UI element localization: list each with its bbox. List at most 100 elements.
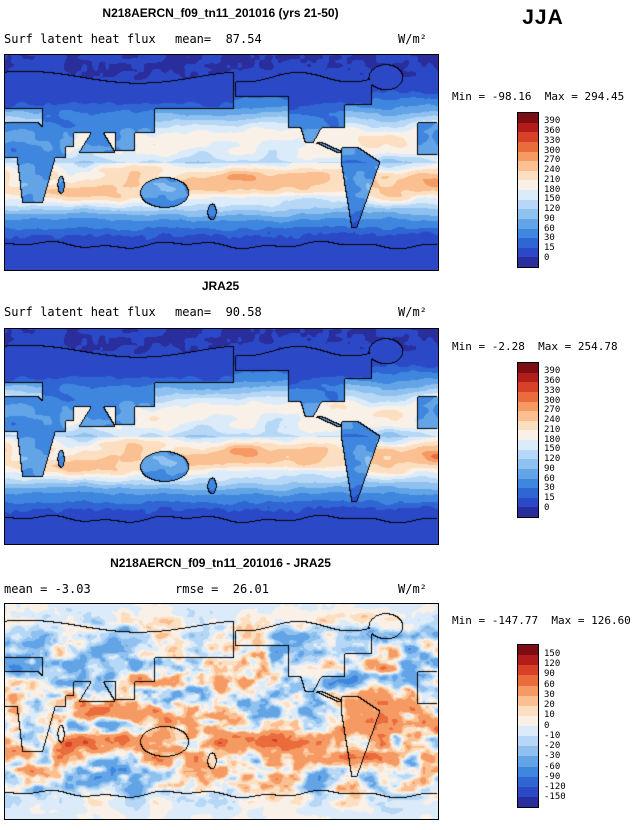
- colorbar-tick-label: 390: [544, 116, 561, 127]
- colorbar-segment: [518, 497, 538, 508]
- colorbar-bar: [517, 362, 539, 518]
- panel2-colorbar: 390 360 330 300 270 240 210 180 150 120 90 60 30 15 0: [517, 362, 577, 518]
- colorbar-segment: [518, 401, 538, 412]
- colorbar-tick-label: 120: [544, 659, 561, 669]
- colorbar-segment: [518, 705, 538, 716]
- colorbar-segment: [518, 695, 538, 706]
- colorbar-segment: [518, 199, 538, 210]
- colorbar-tick-label: 90: [544, 669, 555, 680]
- colorbar-segment: [518, 665, 538, 676]
- colorbar-segment: [518, 170, 538, 181]
- colorbar-segment: [518, 459, 538, 469]
- colorbar-tick-label: 330: [544, 385, 561, 396]
- map-canvas-reference: [4, 328, 439, 545]
- colorbar-segment: [518, 238, 538, 248]
- colorbar-segment: [518, 113, 538, 123]
- colorbar-segment: [518, 228, 538, 239]
- colorbar-segment: [518, 363, 538, 373]
- colorbar-tick-label: 150: [544, 648, 561, 659]
- season-label: JJA: [522, 6, 564, 29]
- colorbar-segment: [518, 382, 538, 392]
- colorbar-tick-label: 240: [544, 415, 561, 425]
- colorbar-tick-label: 210: [544, 174, 561, 185]
- colorbar-tick-label: 240: [544, 165, 561, 175]
- colorbar-segment: [518, 257, 538, 267]
- colorbar-segment: [518, 796, 538, 807]
- panel1-colorbar: 390 360 330 300 270 240 210 180 150 120 90 60 30 15 0: [517, 112, 577, 268]
- colorbar-tick-label: 30: [544, 689, 555, 700]
- colorbar-segment: [518, 180, 538, 190]
- colorbar-segment: [518, 372, 538, 383]
- colorbar-segment: [518, 675, 538, 686]
- colorbar-segment: [518, 151, 538, 162]
- colorbar-segment: [518, 715, 538, 726]
- map-canvas-model: [4, 54, 439, 271]
- colorbar-segment: [518, 430, 538, 440]
- colorbar-tick-label: 20: [544, 700, 555, 710]
- colorbar-segment: [518, 391, 538, 402]
- panel1-units-label: W/m²: [398, 32, 427, 46]
- panel3-minmax-label: Min = -147.77 Max = 126.60: [452, 614, 631, 627]
- colorbar-tick-label: 15: [544, 493, 555, 503]
- colorbar-segment: [518, 440, 538, 450]
- colorbar-tick-label: 60: [544, 473, 555, 484]
- colorbar-segment: [518, 247, 538, 258]
- colorbar-segment: [518, 449, 538, 460]
- colorbar-tick-label: 360: [544, 376, 561, 386]
- colorbar-tick-label: 360: [544, 126, 561, 136]
- panel2-variable-label: Surf latent heat flux: [4, 305, 156, 319]
- colorbar-tick-label: -90: [544, 771, 561, 782]
- colorbar-tick-label: -60: [544, 761, 561, 772]
- colorbar-segment: [518, 655, 538, 666]
- colorbar-tick-label: 300: [544, 395, 561, 406]
- colorbar-tick-label: 390: [544, 366, 561, 377]
- colorbar-segment: [518, 478, 538, 489]
- map-canvas-difference: [4, 603, 439, 820]
- colorbar-segment: [518, 218, 538, 229]
- colorbar-tick-label: 30: [544, 233, 555, 244]
- panel3-rmse-value: rmse = 26.01: [175, 582, 269, 596]
- colorbar-tick-label: 0: [544, 252, 550, 263]
- colorbar-segment: [518, 141, 538, 152]
- panel2-mean-value: mean= 90.58: [175, 305, 262, 319]
- panel3-title: N218AERCN_f09_tn11_201016 - JRA25: [110, 556, 331, 570]
- colorbar-segment: [518, 726, 538, 737]
- panel1-title: N218AERCN_f09_tn11_201016 (yrs 21-50): [102, 6, 339, 20]
- colorbar-tick-label: 90: [544, 213, 555, 224]
- colorbar-tick-label: 150: [544, 444, 561, 455]
- colorbar-tick-label: 150: [544, 194, 561, 205]
- colorbar-segment: [518, 132, 538, 142]
- colorbar-tick-label: -120: [544, 782, 566, 792]
- colorbar-segment: [518, 746, 538, 757]
- colorbar-tick-label: -10: [544, 730, 561, 741]
- panel3-colorbar: 150 120 90 60 30 20 10 0 -10 -20 -30 -60 -90 -120 -150: [517, 644, 577, 808]
- colorbar-tick-label: 120: [544, 454, 561, 464]
- colorbar-tick-label: -30: [544, 751, 561, 762]
- colorbar-segment: [518, 756, 538, 767]
- colorbar-bar: [517, 112, 539, 268]
- colorbar-tick-label: 10: [544, 710, 555, 721]
- colorbar-segment: [518, 420, 538, 431]
- colorbar-segment: [518, 209, 538, 219]
- colorbar-segment: [518, 766, 538, 777]
- panel2-units-label: W/m²: [398, 305, 427, 319]
- colorbar-segment: [518, 411, 538, 421]
- colorbar-segment: [518, 468, 538, 479]
- colorbar-bar: [517, 644, 539, 808]
- panel1-variable-label: Surf latent heat flux: [4, 32, 156, 46]
- colorbar-tick-label: 60: [544, 679, 555, 690]
- colorbar-tick-label: 60: [544, 223, 555, 234]
- panel2-title: JRA25: [201, 279, 240, 293]
- colorbar-segment: [518, 161, 538, 171]
- colorbar-tick-label: -150: [544, 792, 566, 803]
- colorbar-tick-label: 330: [544, 135, 561, 146]
- colorbar-tick-label: 90: [544, 463, 555, 474]
- colorbar-segment: [518, 736, 538, 747]
- panel3-units-label: W/m²: [398, 582, 427, 596]
- colorbar-tick-label: 270: [544, 405, 561, 416]
- panel1-minmax-label: Min = -98.16 Max = 294.45: [452, 90, 625, 103]
- colorbar-tick-label: 30: [544, 483, 555, 494]
- colorbar-segment: [518, 786, 538, 797]
- panel3-mean-value: mean = -3.03: [4, 582, 91, 596]
